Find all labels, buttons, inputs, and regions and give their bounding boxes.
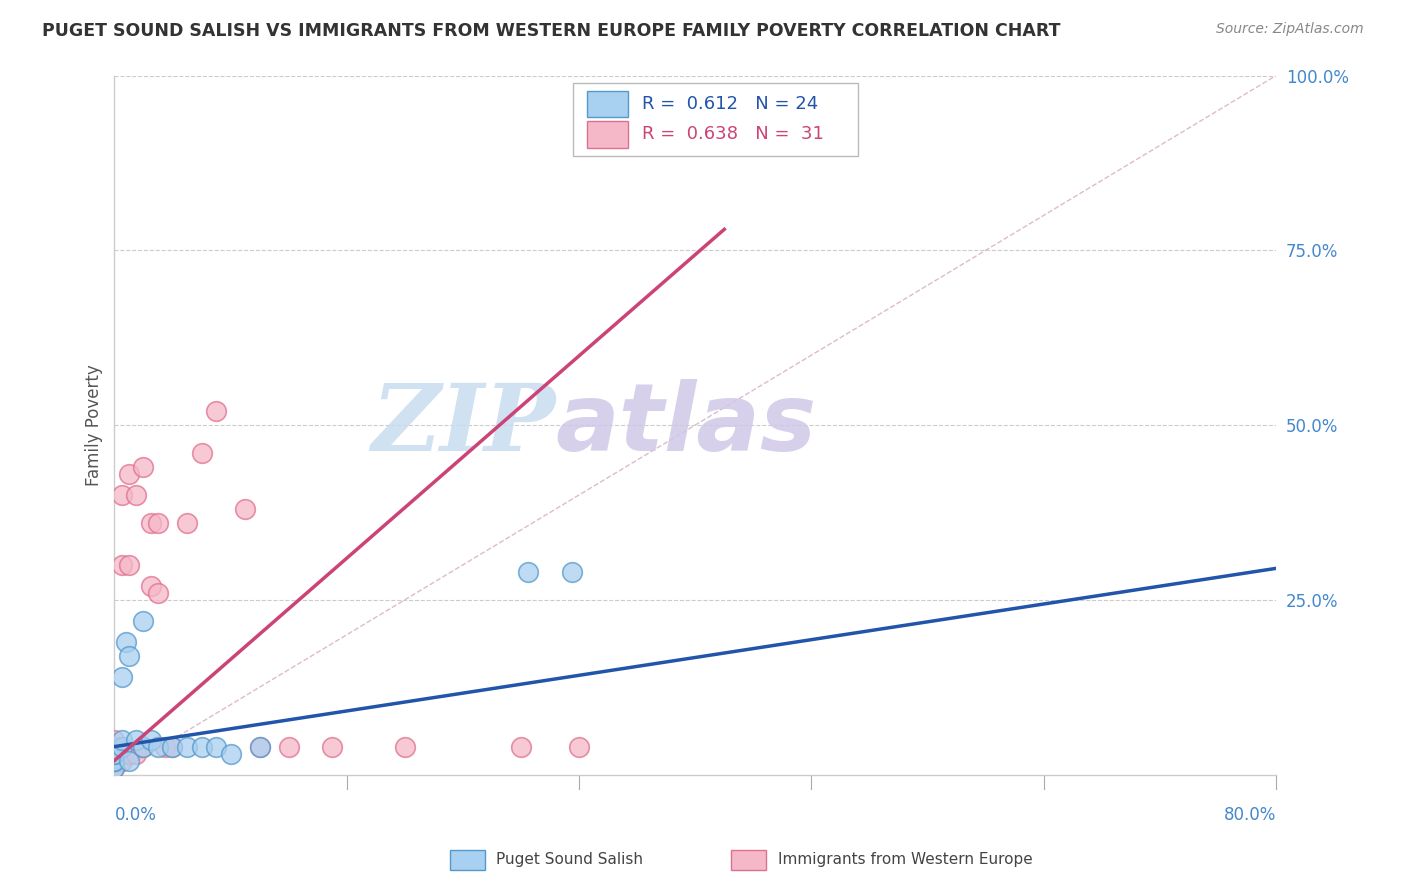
Point: [219, 747, 242, 761]
Point: [118, 747, 141, 761]
Point: [103, 761, 125, 775]
Point: [190, 446, 212, 460]
Text: Puget Sound Salish: Puget Sound Salish: [496, 853, 644, 867]
Point: [146, 586, 169, 600]
Point: [111, 732, 134, 747]
Point: [517, 565, 540, 579]
Text: PUGET SOUND SALISH VS IMMIGRANTS FROM WESTERN EUROPE FAMILY POVERTY CORRELATION : PUGET SOUND SALISH VS IMMIGRANTS FROM WE…: [42, 22, 1060, 40]
Point: [103, 754, 125, 768]
Point: [125, 732, 148, 747]
Point: [115, 634, 138, 648]
Point: [103, 747, 125, 761]
Point: [277, 739, 299, 754]
Point: [118, 467, 141, 481]
Point: [561, 565, 583, 579]
Point: [103, 732, 125, 747]
Point: [176, 739, 198, 754]
Point: [205, 404, 228, 418]
Y-axis label: Family Poverty: Family Poverty: [86, 364, 103, 486]
Point: [103, 754, 125, 768]
Point: [103, 747, 125, 761]
Point: [146, 739, 169, 754]
Point: [155, 739, 177, 754]
Point: [132, 614, 155, 628]
Text: ZIP: ZIP: [371, 380, 555, 470]
Point: [139, 732, 162, 747]
Point: [118, 754, 141, 768]
Point: [233, 502, 256, 516]
Text: atlas: atlas: [555, 379, 817, 471]
Point: [162, 739, 184, 754]
Point: [568, 739, 591, 754]
Point: [118, 648, 141, 663]
Text: 80.0%: 80.0%: [1223, 806, 1277, 824]
Point: [132, 739, 155, 754]
Point: [125, 747, 148, 761]
FancyBboxPatch shape: [574, 83, 858, 156]
Point: [139, 579, 162, 593]
Text: R =  0.612   N = 24: R = 0.612 N = 24: [641, 95, 818, 113]
Point: [111, 754, 134, 768]
Text: 0.0%: 0.0%: [114, 806, 156, 824]
Point: [146, 516, 169, 530]
Text: Immigrants from Western Europe: Immigrants from Western Europe: [778, 853, 1032, 867]
Point: [111, 558, 134, 572]
Point: [103, 739, 125, 754]
Point: [132, 739, 155, 754]
Point: [103, 761, 125, 775]
Point: [139, 516, 162, 530]
Point: [118, 558, 141, 572]
Text: Source: ZipAtlas.com: Source: ZipAtlas.com: [1216, 22, 1364, 37]
Point: [111, 670, 134, 684]
Point: [111, 739, 134, 754]
Point: [132, 460, 155, 475]
Point: [321, 739, 343, 754]
Point: [125, 488, 148, 502]
Point: [103, 747, 125, 761]
Point: [190, 739, 212, 754]
Point: [162, 739, 184, 754]
Bar: [588, 91, 628, 118]
Bar: [588, 121, 628, 147]
Point: [176, 516, 198, 530]
Point: [111, 488, 134, 502]
Point: [205, 739, 228, 754]
Point: [249, 739, 271, 754]
Text: R =  0.638   N =  31: R = 0.638 N = 31: [641, 125, 824, 144]
Point: [510, 739, 533, 754]
Point: [249, 739, 271, 754]
Point: [394, 739, 416, 754]
Point: [103, 754, 125, 768]
